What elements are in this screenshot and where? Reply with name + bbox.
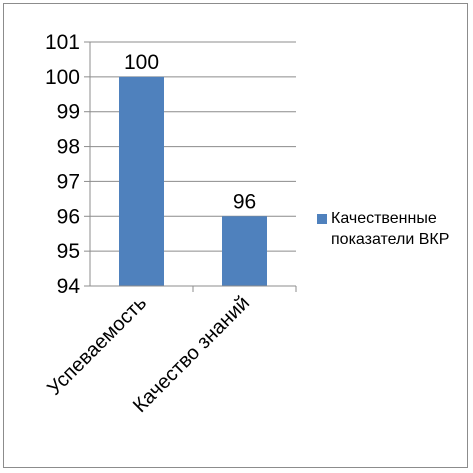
bar bbox=[222, 216, 267, 286]
y-tick-labels: 94 95 96 97 98 99 100 101 bbox=[45, 31, 80, 298]
y-tick-label: 96 bbox=[57, 205, 80, 228]
y-tick-label: 95 bbox=[57, 240, 80, 263]
y-tick-label: 99 bbox=[57, 101, 80, 124]
y-tick-label: 97 bbox=[57, 170, 80, 193]
legend-label: Качественные показатели ВКР bbox=[331, 210, 450, 248]
bars bbox=[119, 76, 297, 292]
y-tick-label: 100 bbox=[45, 66, 80, 89]
y-tick-label: 98 bbox=[57, 136, 80, 159]
axes bbox=[89, 42, 296, 287]
data-label: 96 bbox=[233, 190, 256, 213]
data-label: 100 bbox=[124, 51, 159, 74]
legend-swatch bbox=[317, 214, 327, 224]
data-labels: 100 96 bbox=[124, 51, 256, 213]
y-tick-label: 101 bbox=[45, 31, 80, 54]
y-tick-label: 94 bbox=[57, 275, 81, 298]
category-label: Успеваемость bbox=[43, 292, 151, 400]
bar bbox=[119, 76, 164, 286]
